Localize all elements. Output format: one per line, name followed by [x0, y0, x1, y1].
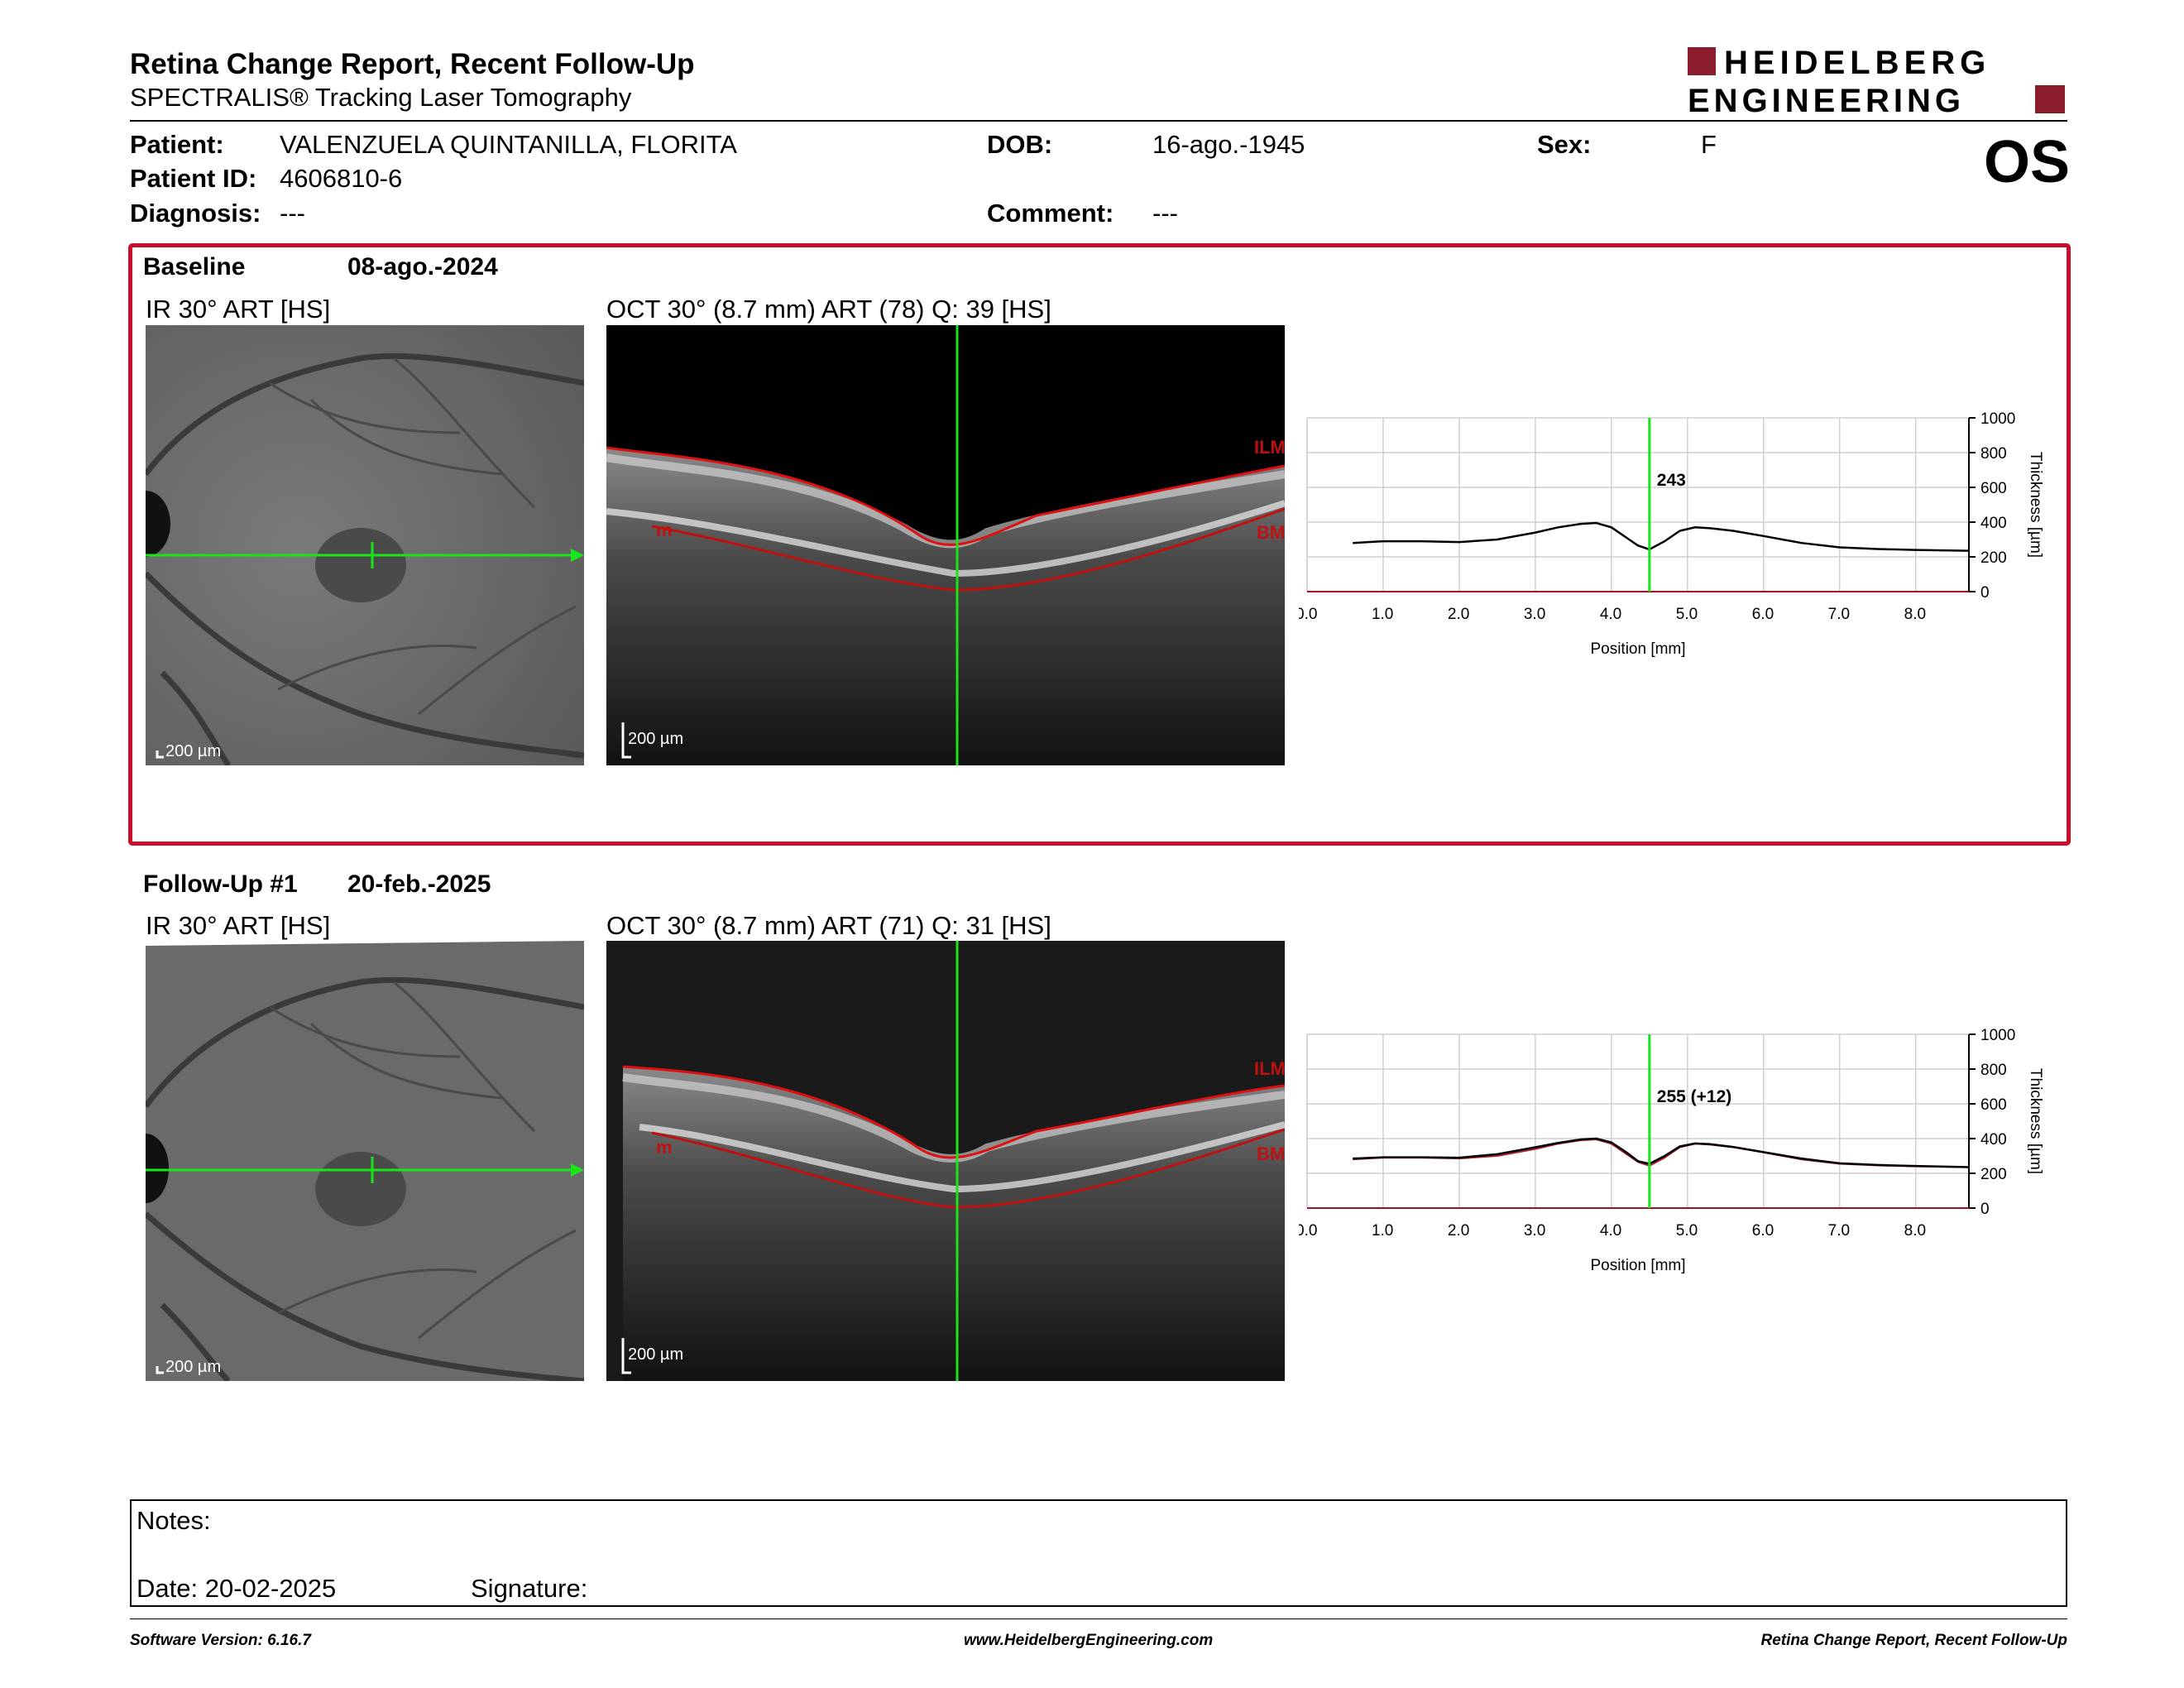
y-tick-label: 600	[1980, 480, 2007, 497]
footer-website[interactable]: www.HeidelbergEngineering.com	[964, 1632, 1214, 1649]
x-tick-label: 4.0	[1600, 1222, 1621, 1240]
baseline-highlight-box	[128, 243, 2071, 846]
x-tick-label: 4.0	[1600, 606, 1621, 623]
baseline-date: 08-ago.-2024	[347, 253, 498, 281]
logo-line1: HEIDELBERG	[1724, 46, 1990, 81]
sex-label: Sex:	[1537, 130, 1592, 159]
x-axis-label: Position [mm]	[1590, 640, 1685, 658]
x-tick-label: 2.0	[1448, 1222, 1469, 1240]
footer-software: Software Version: 6.16.7	[130, 1632, 311, 1649]
marker-value-label: 255 (+12)	[1657, 1087, 1731, 1106]
notes-date: Date: 20-02-2025	[136, 1574, 337, 1603]
patient-name: VALENZUELA QUINTANILLA, FLORITA	[280, 130, 737, 159]
baseline-oct-scale: 200 µm	[628, 730, 683, 748]
patient-label: Patient:	[130, 130, 224, 159]
baseline-oct-bscan[interactable]: ILM BM m 200 µm	[606, 325, 1285, 765]
marker-value-label: 243	[1657, 471, 1686, 490]
x-tick-label: 5.0	[1676, 1222, 1698, 1240]
eye-indicator: OS	[1984, 129, 2071, 195]
baseline-ilm-label: ILM	[1254, 437, 1285, 458]
x-tick-label: 7.0	[1828, 1222, 1850, 1240]
x-tick-label: 0.0	[1299, 606, 1317, 623]
followup-ir-image[interactable]: 200 µm	[122, 941, 585, 1384]
x-tick-label: 7.0	[1828, 606, 1850, 623]
followup-date: 20-feb.-2025	[347, 870, 491, 898]
sex-value: F	[1701, 130, 1717, 159]
signature-label: Signature:	[471, 1574, 588, 1603]
y-tick-label: 1000	[1980, 410, 2015, 428]
thickness-series-line	[1353, 1139, 1970, 1168]
notes-label: Notes:	[136, 1506, 211, 1535]
y-tick-label: 0	[1980, 584, 1990, 602]
y-tick-label: 400	[1980, 1131, 2007, 1149]
x-tick-label: 0.0	[1299, 1222, 1317, 1240]
y-tick-label: 800	[1980, 1062, 2007, 1079]
x-tick-label: 5.0	[1676, 606, 1698, 623]
patient-id-label: Patient ID:	[130, 164, 257, 193]
baseline-label: Baseline	[143, 253, 246, 281]
comment-value: ---	[1152, 199, 1178, 228]
followup-ilm-label: ILM	[1254, 1058, 1285, 1079]
followup-ir-caption: IR 30° ART [HS]	[146, 911, 331, 940]
dob-value: 16-ago.-1945	[1152, 130, 1305, 159]
x-tick-label: 6.0	[1752, 1222, 1774, 1240]
y-tick-label: 600	[1980, 1096, 2007, 1114]
y-axis-label: Thickness [µm]	[2027, 452, 2044, 558]
comment-label: Comment:	[987, 199, 1114, 228]
baseline-bm-label: BM	[1257, 522, 1285, 543]
logo-line2: ENGINEERING	[1688, 83, 1965, 115]
followup-ir-scale: 200 µm	[165, 1358, 221, 1376]
baseline-oct-caption: OCT 30° (8.7 mm) ART (78) Q: 39 [HS]	[606, 295, 1051, 324]
followup-bm-label: BM	[1257, 1144, 1285, 1164]
y-tick-label: 400	[1980, 515, 2007, 532]
diagnosis-value: ---	[280, 199, 305, 228]
x-tick-label: 1.0	[1372, 606, 1393, 623]
heidelberg-logo: HEIDELBERG ENGINEERING	[1688, 46, 2065, 115]
patient-id-value: 4606810-6	[280, 164, 403, 193]
footer-divider	[130, 1618, 2067, 1619]
baseline-ir-caption: IR 30° ART [HS]	[146, 295, 331, 324]
x-tick-label: 3.0	[1524, 606, 1545, 623]
report-title: Retina Change Report, Recent Follow-Up	[130, 48, 695, 80]
x-tick-label: 1.0	[1372, 1222, 1393, 1240]
diagnosis-label: Diagnosis:	[130, 199, 261, 228]
x-axis-label: Position [mm]	[1590, 1257, 1685, 1274]
followup-oct-bscan[interactable]: ILM BM m 200 µm	[606, 941, 1285, 1381]
y-tick-label: 800	[1980, 445, 2007, 463]
thickness-series-line	[1353, 521, 1970, 552]
y-tick-label: 200	[1980, 549, 2007, 567]
baseline-thickness-chart[interactable]: 0 200 400 600 800 1000 0.0 1.0 2.0 3.0 4.0 5.0 6.0 7.…	[1299, 405, 2076, 679]
header-divider	[130, 120, 2067, 122]
report-subtitle: SPECTRALIS® Tracking Laser Tomography	[130, 83, 632, 112]
y-axis-label: Thickness [µm]	[2027, 1068, 2044, 1174]
x-tick-label: 2.0	[1448, 606, 1469, 623]
baseline-ir-image[interactable]: 200 µm	[146, 325, 584, 765]
dob-label: DOB:	[987, 130, 1053, 159]
x-tick-label: 8.0	[1904, 1222, 1926, 1240]
followup-oct-caption: OCT 30° (8.7 mm) ART (71) Q: 31 [HS]	[606, 911, 1051, 940]
followup-m-label: m	[656, 1137, 673, 1158]
baseline-m-label: m	[656, 520, 673, 540]
thickness-series-line	[1353, 1137, 1970, 1168]
footer-report: Retina Change Report, Recent Follow-Up	[1760, 1632, 2067, 1649]
y-tick-label: 1000	[1980, 1027, 2015, 1044]
notes-box[interactable]: Notes: Date: 20-02-2025 Signature:	[130, 1499, 2067, 1607]
y-tick-label: 0	[1980, 1201, 1990, 1218]
baseline-ir-scale: 200 µm	[165, 742, 221, 760]
x-tick-label: 3.0	[1524, 1222, 1545, 1240]
x-tick-label: 8.0	[1904, 606, 1926, 623]
x-tick-label: 6.0	[1752, 606, 1774, 623]
followup-label: Follow-Up #1	[143, 870, 298, 898]
y-tick-label: 200	[1980, 1166, 2007, 1183]
followup-oct-scale: 200 µm	[628, 1345, 683, 1364]
followup-thickness-chart[interactable]: 0 200 400 600 800 1000 0.0 1.0 2.0 3.0 4.0 5.0 6.0 7.…	[1299, 1022, 2076, 1295]
